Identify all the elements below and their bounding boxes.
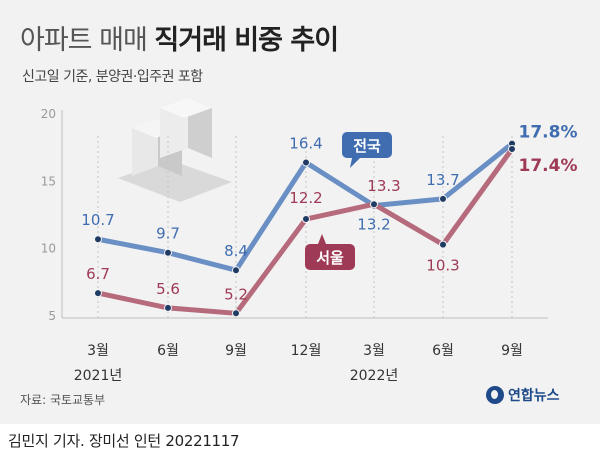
data-label: 16.4 (289, 134, 322, 152)
data-label: 12.2 (289, 189, 322, 207)
legend-badge-tail (318, 234, 326, 244)
apartment-building-icon (118, 98, 232, 202)
data-point (439, 194, 447, 203)
data-point (302, 215, 310, 224)
y-tick-label: 10 (41, 242, 56, 256)
data-point (302, 158, 310, 167)
legend-badge (342, 132, 392, 158)
y-tick-label: 15 (41, 174, 56, 188)
title-bold: 직거래 비중 추이 (154, 25, 339, 56)
data-label: 9.7 (156, 225, 180, 243)
legend-badge (305, 244, 355, 270)
data-label: 10.3 (426, 257, 459, 275)
data-label: 17.8% (519, 123, 578, 143)
chart-card (0, 0, 600, 424)
x-tick-label: 3월 (87, 343, 109, 359)
x-tick-label: 9월 (225, 343, 247, 359)
data-point (508, 145, 516, 154)
x-tick-label: 9월 (501, 343, 523, 359)
chart-title: 아파트 매매 직거래 비중 추이 (20, 18, 339, 57)
data-label: 13.2 (357, 216, 390, 234)
byline: 김민지 기자. 장미선 인턴 20221117 (8, 432, 240, 450)
legend-badge-label: 전국 (353, 137, 381, 155)
x-tick-label: 12월 (291, 343, 322, 359)
legend-badge-label: 서울 (316, 249, 344, 267)
year-label: 2022년 (350, 368, 399, 384)
chart-subtitle: 신고일 기준, 분양권·입주권 포함 (22, 69, 203, 85)
data-label: 8.4 (224, 242, 248, 260)
x-tick-label: 3월 (363, 343, 385, 359)
x-tick-label: 6월 (157, 343, 179, 359)
logo-text: 연합뉴스 (508, 388, 560, 404)
x-tick-label: 6월 (432, 343, 454, 359)
y-tick-label: 5 (48, 309, 56, 323)
data-label: 5.6 (156, 280, 180, 298)
data-point (232, 309, 240, 318)
title-thin: 아파트 매매 (20, 25, 148, 56)
data-label: 5.2 (224, 285, 248, 303)
logo-mark-icon (486, 386, 504, 404)
data-point (232, 266, 240, 275)
data-label: 13.3 (367, 177, 400, 195)
data-point (370, 200, 378, 209)
line-chart: 5 10 15 20 3월 6월 9월 12월 3월 6월 9월 2021년 2022년 10.7 9.7… (41, 98, 578, 384)
source-note: 자료: 국토교통부 (20, 393, 106, 407)
data-label: 13.7 (426, 171, 459, 189)
data-point (94, 289, 102, 298)
data-point (164, 303, 172, 312)
legend-badge-tail (350, 158, 360, 168)
yonhap-logo: 연합뉴스 (486, 385, 560, 405)
y-tick-label: 20 (41, 107, 56, 121)
year-label: 2021년 (74, 368, 123, 384)
data-point (94, 235, 102, 244)
data-point (439, 240, 447, 249)
data-label: 17.4% (519, 156, 578, 176)
data-label: 6.7 (86, 265, 110, 283)
data-label: 10.7 (81, 211, 114, 229)
data-point (164, 248, 172, 257)
